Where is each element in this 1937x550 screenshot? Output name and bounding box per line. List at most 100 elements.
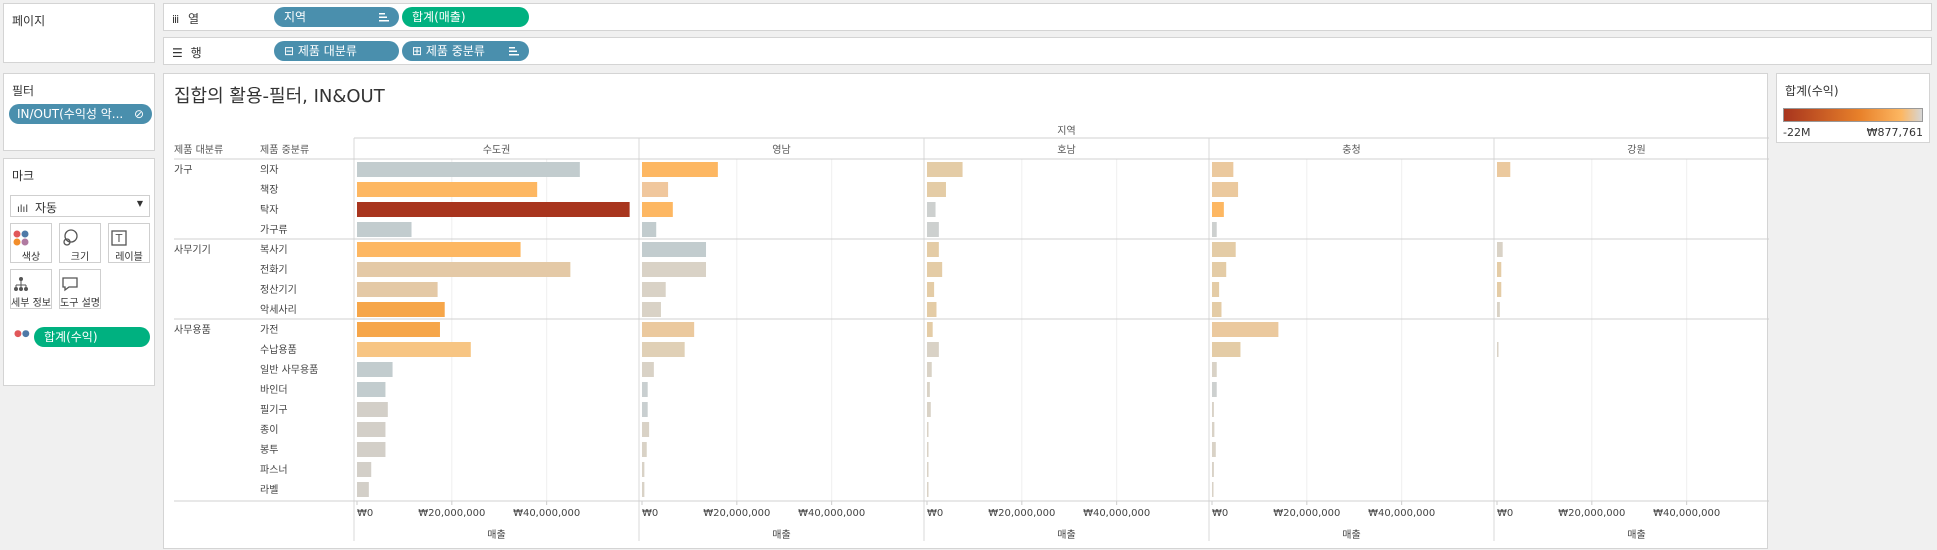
- bar-2-3[interactable]: [927, 222, 939, 237]
- row-header-category: 제품 대분류: [174, 144, 223, 156]
- bar-1-1[interactable]: [642, 182, 669, 197]
- bar-3-13[interactable]: [1212, 422, 1215, 437]
- filters-panel[interactable]: 필터 IN/OUT(수익성 악... ⊘: [3, 73, 155, 151]
- pages-panel[interactable]: 페이지: [3, 3, 155, 63]
- bar-0-15[interactable]: [357, 462, 372, 477]
- bar-3-1[interactable]: [1212, 182, 1239, 197]
- bar-2-10[interactable]: [927, 362, 932, 377]
- bar-4-0[interactable]: [1497, 162, 1511, 177]
- bar-4-4[interactable]: [1497, 242, 1503, 257]
- bar-1-0[interactable]: [642, 162, 718, 177]
- bar-0-5[interactable]: [357, 262, 571, 277]
- bar-0-7[interactable]: [357, 302, 445, 317]
- bar-0-13[interactable]: [357, 422, 386, 437]
- bar-3-14[interactable]: [1212, 442, 1216, 457]
- bar-0-1[interactable]: [357, 182, 538, 197]
- bar-2-15[interactable]: [927, 462, 929, 477]
- bar-4-5[interactable]: [1497, 262, 1502, 277]
- bar-0-0[interactable]: [357, 162, 580, 177]
- bar-3-4[interactable]: [1212, 242, 1236, 257]
- bar-2-2[interactable]: [927, 202, 936, 217]
- bar-1-11[interactable]: [642, 382, 648, 397]
- bar-2-14[interactable]: [927, 442, 929, 457]
- view-panel[interactable]: 집합의 활용-필터, IN&OUT 지역 제품 대분류 제품 중분류 수도권 ₩0 ₩20…: [163, 73, 1769, 550]
- pill-sum-profit[interactable]: 합계(수익): [34, 327, 150, 347]
- bar-0-3[interactable]: [357, 222, 412, 237]
- bar-2-9[interactable]: [927, 342, 939, 357]
- mark-detail-button[interactable]: 세부 정보: [10, 269, 52, 309]
- bar-3-12[interactable]: [1212, 402, 1214, 417]
- bar-1-13[interactable]: [642, 422, 650, 437]
- bar-2-0[interactable]: [927, 162, 963, 177]
- bar-3-8[interactable]: [1212, 322, 1279, 337]
- bar-0-10[interactable]: [357, 362, 393, 377]
- bar-3-6[interactable]: [1212, 282, 1220, 297]
- bar-3-10[interactable]: [1212, 362, 1217, 377]
- bar-1-6[interactable]: [642, 282, 666, 297]
- bar-4-9[interactable]: [1497, 342, 1499, 357]
- bar-1-16[interactable]: [642, 482, 645, 497]
- bar-3-11[interactable]: [1212, 382, 1217, 397]
- bar-1-3[interactable]: [642, 222, 657, 237]
- mark-color-button[interactable]: 색상: [10, 223, 52, 263]
- bar-3-3[interactable]: [1212, 222, 1217, 237]
- bar-0-12[interactable]: [357, 402, 388, 417]
- expand-icon[interactable]: ⊞: [412, 44, 423, 58]
- bar-2-1[interactable]: [927, 182, 946, 197]
- bar-2-16[interactable]: [927, 482, 929, 497]
- bar-2-13[interactable]: [927, 422, 929, 437]
- bar-3-16[interactable]: [1212, 482, 1214, 497]
- sort-desc-icon[interactable]: [379, 12, 389, 22]
- collapse-icon[interactable]: ⊟: [284, 44, 295, 58]
- legend-panel[interactable]: 합계(수익) -22M ₩877,761: [1776, 73, 1930, 143]
- bar-0-11[interactable]: [357, 382, 386, 397]
- columns-shelf[interactable]: iii 열 지역 합계(매출): [163, 3, 1932, 31]
- bar-3-0[interactable]: [1212, 162, 1234, 177]
- pill-filter-inout[interactable]: IN/OUT(수익성 악... ⊘: [9, 104, 152, 124]
- bar-2-12[interactable]: [927, 402, 931, 417]
- bar-0-14[interactable]: [357, 442, 386, 457]
- sort-desc-icon[interactable]: [509, 46, 519, 56]
- bar-1-5[interactable]: [642, 262, 707, 277]
- mark-label-button[interactable]: T 레이블: [108, 223, 150, 263]
- pill-region[interactable]: 지역: [274, 7, 399, 27]
- bar-2-5[interactable]: [927, 262, 943, 277]
- bar-3-9[interactable]: [1212, 342, 1241, 357]
- bar-1-9[interactable]: [642, 342, 685, 357]
- bar-0-2[interactable]: [357, 202, 630, 217]
- legend-gradient: [1783, 108, 1923, 122]
- bar-0-9[interactable]: [357, 342, 471, 357]
- bar-1-8[interactable]: [642, 322, 695, 337]
- bar-3-5[interactable]: [1212, 262, 1227, 277]
- bar-2-6[interactable]: [927, 282, 935, 297]
- pill-sum-sales[interactable]: 합계(매출): [402, 7, 529, 27]
- bar-2-7[interactable]: [927, 302, 937, 317]
- bar-2-4[interactable]: [927, 242, 939, 257]
- rows-shelf[interactable]: ☰ 행 ⊟ 제품 대분류 ⊞ 제품 중분류: [163, 37, 1932, 65]
- bar-1-7[interactable]: [642, 302, 661, 317]
- bar-1-12[interactable]: [642, 402, 648, 417]
- bar-2-8[interactable]: [927, 322, 933, 337]
- bar-0-8[interactable]: [357, 322, 440, 337]
- bar-1-10[interactable]: [642, 362, 654, 377]
- mark-tooltip-button[interactable]: 도구 설명: [59, 269, 101, 309]
- bar-3-2[interactable]: [1212, 202, 1224, 217]
- bar-3-15[interactable]: [1212, 462, 1214, 477]
- marks-panel[interactable]: 마크 ılıl 자동 ▼ 색상 크기 T 레이블 세부 정보 도구 설명 ●● …: [3, 158, 155, 386]
- bar-0-16[interactable]: [357, 482, 369, 497]
- bar-0-6[interactable]: [357, 282, 438, 297]
- pill-category[interactable]: ⊟ 제품 대분류: [274, 41, 399, 61]
- bar-0-4[interactable]: [357, 242, 521, 257]
- bar-2-11[interactable]: [927, 382, 930, 397]
- pill-subcategory[interactable]: ⊞ 제품 중분류: [402, 41, 529, 61]
- bar-1-2[interactable]: [642, 202, 673, 217]
- bar-4-6[interactable]: [1497, 282, 1502, 297]
- mark-size-button[interactable]: 크기: [59, 223, 101, 263]
- bar-3-7[interactable]: [1212, 302, 1222, 317]
- bar-4-7[interactable]: [1497, 302, 1500, 317]
- bar-1-15[interactable]: [642, 462, 645, 477]
- mark-type-dropdown[interactable]: ılıl 자동 ▼: [10, 195, 150, 217]
- bar-1-4[interactable]: [642, 242, 707, 257]
- bar-1-14[interactable]: [642, 442, 647, 457]
